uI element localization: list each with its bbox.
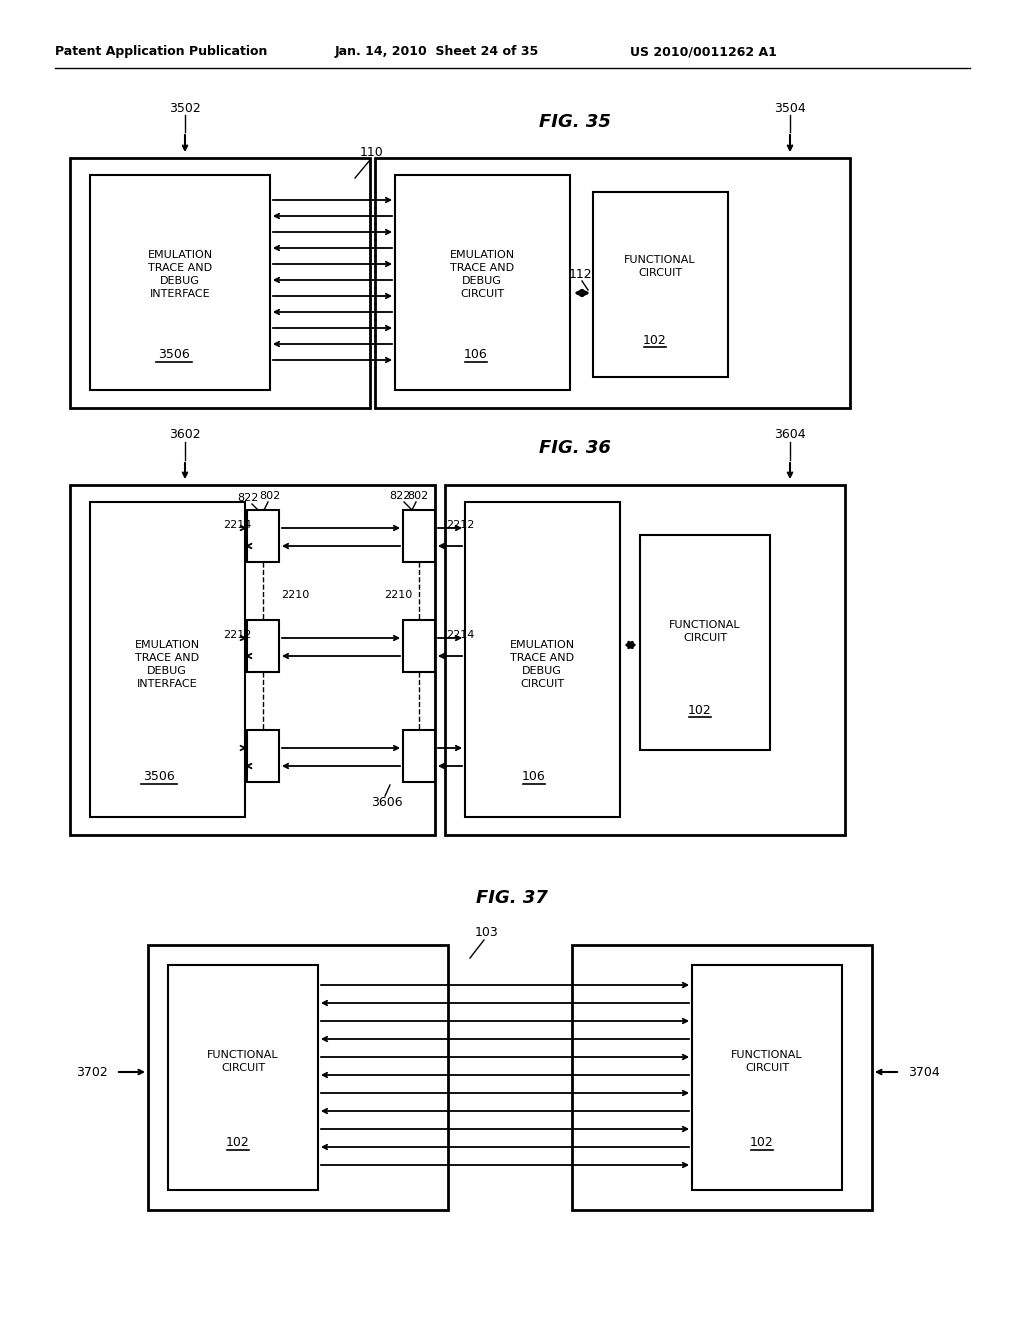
Text: 3702: 3702 [76,1065,108,1078]
Text: TRACE AND: TRACE AND [450,263,514,273]
Text: 103: 103 [475,927,499,940]
Text: 110: 110 [360,145,384,158]
Text: 3506: 3506 [143,771,175,784]
Text: FUNCTIONAL: FUNCTIONAL [625,255,696,265]
Text: Patent Application Publication: Patent Application Publication [55,45,267,58]
Text: FIG. 35: FIG. 35 [539,114,611,131]
Text: CIRCUIT: CIRCUIT [683,634,727,643]
Bar [70,484,435,836]
Bar [593,191,728,378]
Text: FUNCTIONAL: FUNCTIONAL [731,1049,803,1060]
Bar [445,484,845,836]
Text: CIRCUIT: CIRCUIT [638,268,682,279]
Bar [403,510,435,562]
Text: INTERFACE: INTERFACE [136,678,198,689]
Bar [247,620,279,672]
Bar [692,965,842,1191]
Text: 3606: 3606 [371,796,402,809]
Text: FIG. 37: FIG. 37 [476,888,548,907]
Bar [90,176,270,389]
Text: 3504: 3504 [774,102,806,115]
Text: FIG. 36: FIG. 36 [539,440,611,457]
Text: 2214: 2214 [223,520,251,531]
Bar [247,510,279,562]
Text: CIRCUIT: CIRCUIT [221,1063,265,1073]
Bar [90,502,245,817]
Text: EMULATION: EMULATION [450,249,515,260]
Bar [375,158,850,408]
Text: FUNCTIONAL: FUNCTIONAL [207,1049,279,1060]
Text: 3502: 3502 [169,102,201,115]
Text: 112: 112 [568,268,592,281]
Text: CIRCUIT: CIRCUIT [744,1063,790,1073]
Text: 2214: 2214 [445,630,474,640]
Text: CIRCUIT: CIRCUIT [520,678,564,689]
Text: 106: 106 [464,348,487,362]
Text: DEBUG: DEBUG [147,667,187,676]
Text: 102: 102 [688,704,712,717]
Bar [148,945,449,1210]
Text: DEBUG: DEBUG [160,276,200,286]
Text: 802: 802 [259,491,281,502]
Text: 102: 102 [226,1135,250,1148]
Text: CIRCUIT: CIRCUIT [460,289,504,300]
Text: 3506: 3506 [158,348,189,362]
Bar [403,730,435,781]
Text: 102: 102 [751,1135,774,1148]
Text: 822: 822 [389,491,411,502]
Text: EMULATION: EMULATION [147,249,213,260]
Bar [70,158,370,408]
Text: US 2010/0011262 A1: US 2010/0011262 A1 [630,45,777,58]
Text: 102: 102 [643,334,667,346]
Text: 2210: 2210 [281,590,309,601]
Text: 2212: 2212 [445,520,474,531]
Text: INTERFACE: INTERFACE [150,289,210,300]
Text: DEBUG: DEBUG [462,276,502,286]
Bar [403,620,435,672]
Bar [640,535,770,750]
Text: 3704: 3704 [908,1065,940,1078]
Text: 822: 822 [238,492,259,503]
Text: FUNCTIONAL: FUNCTIONAL [670,620,740,630]
Text: TRACE AND: TRACE AND [510,653,574,663]
Text: EMULATION: EMULATION [134,640,200,649]
Bar [247,730,279,781]
Text: 106: 106 [522,771,546,784]
Text: 802: 802 [408,491,429,502]
Text: 3602: 3602 [169,429,201,441]
Bar [465,502,620,817]
Bar [168,965,318,1191]
Bar [572,945,872,1210]
Text: 3604: 3604 [774,429,806,441]
Text: DEBUG: DEBUG [522,667,562,676]
Text: TRACE AND: TRACE AND [135,653,199,663]
Text: 2212: 2212 [223,630,251,640]
Text: Jan. 14, 2010  Sheet 24 of 35: Jan. 14, 2010 Sheet 24 of 35 [335,45,540,58]
Text: TRACE AND: TRACE AND [147,263,212,273]
Text: 2210: 2210 [384,590,412,601]
Text: EMULATION: EMULATION [509,640,574,649]
Bar [395,176,570,389]
